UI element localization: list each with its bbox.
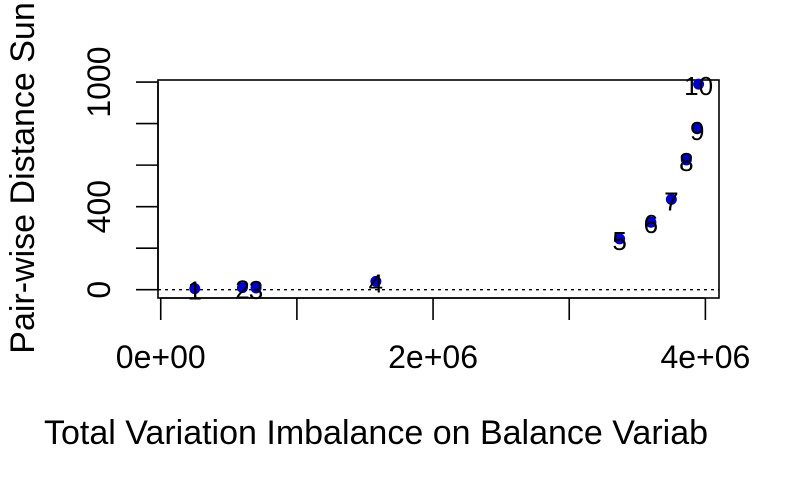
- data-point: [665, 193, 677, 205]
- data-point: [691, 123, 703, 135]
- data-point: [189, 283, 201, 295]
- point-label: 8: [679, 147, 693, 177]
- x-axis: 0e+00 2e+06 4e+06: [116, 297, 750, 375]
- plot-frame: [157, 79, 720, 299]
- y-tick-label: 400: [81, 180, 117, 233]
- point-label: 2: [235, 275, 249, 305]
- point-label: 4: [369, 268, 383, 298]
- x-tick-label: 4e+06: [660, 339, 750, 375]
- point-label: 6: [644, 209, 658, 239]
- y-tick-label: 1000: [81, 46, 117, 117]
- point-label: 5: [612, 226, 626, 256]
- y-tick-label: 0: [81, 281, 117, 299]
- data-point: [250, 282, 262, 294]
- y-axis-title: Pair-wise Distance Sun: [4, 2, 42, 353]
- data-point: [645, 216, 657, 228]
- data-point: [614, 233, 626, 245]
- point-label: 3: [249, 275, 263, 305]
- x-axis-title: Total Variation Imbalance on Balance Var…: [44, 414, 708, 452]
- data-point: [370, 275, 382, 287]
- x-tick-label: 0e+00: [116, 339, 206, 375]
- data-point: [680, 154, 692, 166]
- point-label: 10: [684, 71, 713, 101]
- data-point: [693, 78, 705, 90]
- y-axis: 0 400 1000: [81, 46, 159, 299]
- point-label: 7: [664, 186, 678, 216]
- x-tick-label: 2e+06: [388, 339, 478, 375]
- data-point: [236, 282, 248, 294]
- point-label: 1: [188, 276, 202, 306]
- point-label: 9: [690, 116, 704, 146]
